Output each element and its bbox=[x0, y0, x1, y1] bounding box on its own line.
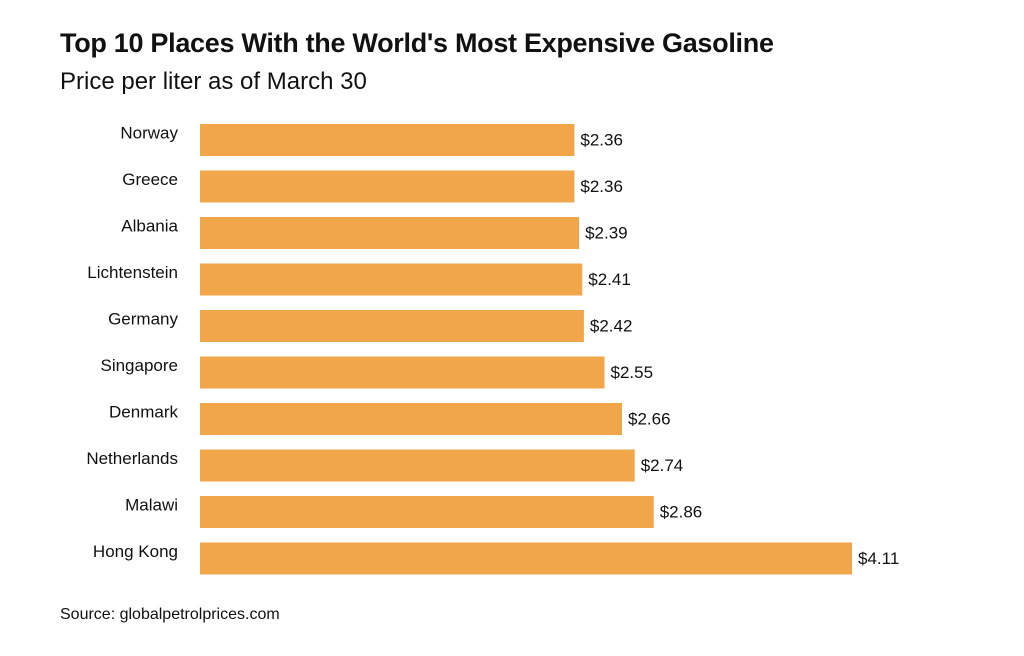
category-label-hong-kong: Hong Kong bbox=[93, 542, 178, 561]
category-label-albania: Albania bbox=[121, 216, 178, 235]
chart-subtitle: Price per liter as of March 30 bbox=[60, 68, 367, 95]
value-label-germany: $2.42 bbox=[590, 316, 633, 335]
bar-malawi bbox=[200, 496, 654, 528]
bar-norway bbox=[200, 124, 575, 156]
category-label-malawi: Malawi bbox=[125, 495, 178, 514]
value-label-singapore: $2.55 bbox=[611, 363, 654, 382]
value-label-malawi: $2.86 bbox=[660, 502, 703, 521]
category-label-singapore: Singapore bbox=[100, 356, 178, 375]
bar-chart: Norway $2.36 Greece $2.36 Albania $2.39 Lichte… bbox=[86, 123, 899, 575]
bar-singapore bbox=[200, 356, 605, 389]
value-label-denmark: $2.66 bbox=[628, 409, 671, 428]
chart-title: Top 10 Places With the World's Most Expe… bbox=[60, 28, 774, 58]
bar-denmark bbox=[200, 403, 622, 435]
bar-lichtenstein bbox=[200, 263, 583, 296]
category-label-lichtenstein: Lichtenstein bbox=[87, 263, 178, 282]
bar-greece bbox=[200, 170, 575, 203]
category-label-norway: Norway bbox=[120, 123, 178, 142]
value-label-greece: $2.36 bbox=[580, 177, 623, 196]
value-label-lichtenstein: $2.41 bbox=[588, 270, 631, 289]
value-label-albania: $2.39 bbox=[585, 223, 628, 242]
chart-source: Source: globalpetrolprices.com bbox=[60, 606, 280, 623]
value-label-hong-kong: $4.11 bbox=[858, 549, 899, 568]
value-label-netherlands: $2.74 bbox=[641, 456, 684, 475]
category-label-greece: Greece bbox=[122, 170, 178, 189]
value-label-norway: $2.36 bbox=[580, 130, 623, 149]
bar-netherlands bbox=[200, 449, 635, 482]
bar-albania bbox=[200, 217, 580, 249]
category-label-germany: Germany bbox=[108, 309, 178, 328]
bar-germany bbox=[200, 310, 584, 342]
category-label-denmark: Denmark bbox=[109, 402, 178, 421]
bar-hong-kong bbox=[200, 542, 852, 575]
category-label-netherlands: Netherlands bbox=[86, 449, 178, 468]
